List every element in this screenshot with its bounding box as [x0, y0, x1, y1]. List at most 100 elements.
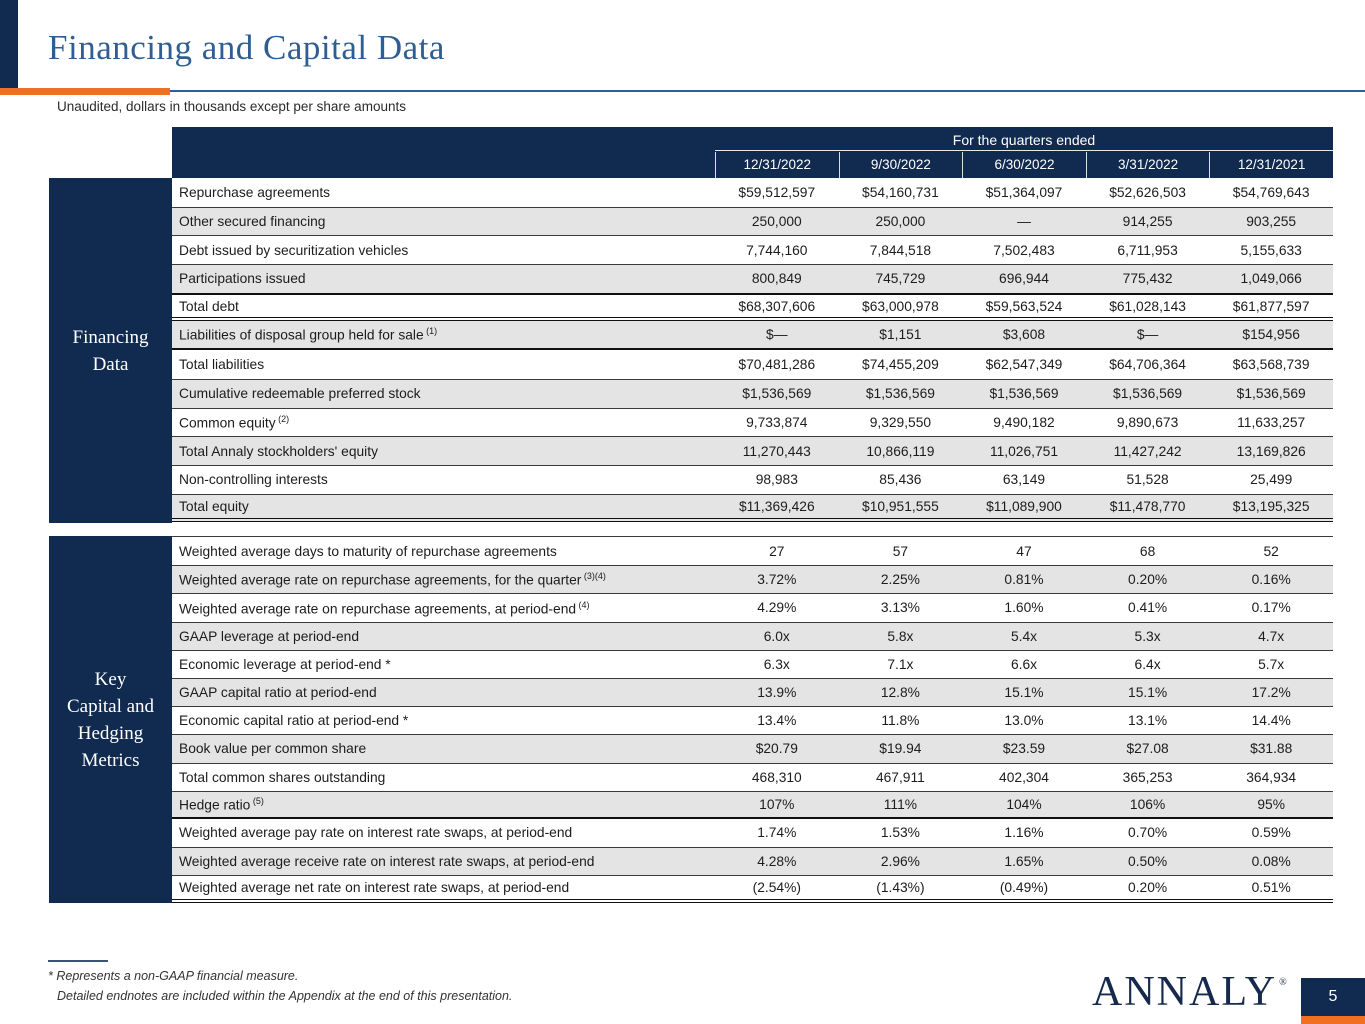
value-cell: $52,626,503 — [1109, 184, 1186, 200]
value-cell: 52 — [1263, 543, 1279, 559]
sidebar-label-line: Hedging — [77, 722, 144, 744]
row-label: Total common shares outstanding — [179, 769, 386, 785]
sidebar-label-line: Data — [92, 353, 129, 375]
value-cell: 365,253 — [1122, 769, 1173, 785]
footnote-ref: (3)(4) — [581, 571, 606, 582]
value-cell: 7,844,518 — [869, 242, 932, 258]
value-cell: 0.81% — [1004, 572, 1044, 588]
table-row: Weighted average days to maturity of rep… — [172, 537, 1333, 565]
value-cell: 1.74% — [757, 825, 797, 841]
sidebar-label: Key Capital and Hedging Metrics — [67, 666, 154, 774]
row-label: Economic capital ratio at period-end * — [179, 713, 409, 729]
value-cell: $— — [766, 327, 788, 343]
value-cell: 800,849 — [751, 271, 802, 287]
value-cell: $1,536,569 — [742, 386, 812, 402]
value-cell: $63,000,978 — [862, 298, 939, 314]
value-cell: $31.88 — [1250, 741, 1293, 757]
value-cell: $23.59 — [1002, 741, 1046, 757]
table-row: Common equity (2) 9,733,874 9,329,550 9,490… — [172, 407, 1333, 437]
value-cell: $13,195,325 — [1232, 498, 1310, 514]
value-cell: $20.79 — [755, 741, 798, 757]
value-cell: 57 — [892, 543, 909, 559]
value-cell: $11,478,770 — [1109, 498, 1186, 514]
value-cell: $11,369,426 — [738, 498, 815, 514]
row-label: Weighted average rate on repurchase agre… — [179, 599, 590, 617]
row-label: Weighted average days to maturity of rep… — [179, 543, 557, 559]
footnote-ref: (5) — [250, 795, 264, 806]
value-cell: 106% — [1129, 796, 1166, 812]
table-row: Cumulative redeemable preferred stock $1,… — [172, 378, 1333, 408]
row-label: Weighted average pay rate on interest ra… — [179, 825, 573, 841]
value-cell: 13.4% — [757, 713, 797, 729]
table-row: Weighted average pay rate on interest ra… — [172, 819, 1333, 847]
row-label: Hedge ratio (5) — [179, 795, 264, 813]
value-cell: 0.20% — [1128, 880, 1168, 896]
registered-mark-icon: ® — [1279, 977, 1289, 988]
table-row: Total equity $11,369,426 $10,951,555 $11,08… — [172, 493, 1333, 523]
value-cell: 3.72% — [757, 572, 797, 588]
value-cell: 468,310 — [751, 769, 802, 785]
value-cell: 13.1% — [1128, 713, 1168, 729]
table-row: Total liabilities $70,481,286 $74,455,209 $… — [172, 350, 1333, 379]
value-cell: $— — [1136, 327, 1159, 343]
row-label: GAAP capital ratio at period-end — [179, 685, 377, 701]
value-cell: $64,706,364 — [1109, 356, 1186, 372]
value-cell: 63,149 — [1002, 472, 1046, 488]
value-cell: 47 — [1016, 543, 1032, 559]
row-label: Book value per common share — [179, 741, 367, 757]
sidebar-key-capital-hedging-metrics: Key Capital and Hedging Metrics — [49, 536, 172, 903]
table-header: For the quarters ended 12/31/2022 9/30/20… — [172, 127, 1333, 178]
value-cell: 95% — [1257, 796, 1285, 812]
value-cell: $54,160,731 — [862, 184, 939, 200]
value-cell: $3,608 — [1002, 327, 1046, 343]
value-cell: 0.51% — [1251, 880, 1291, 896]
value-cell: $61,028,143 — [1109, 298, 1186, 314]
value-cell: (0.49%) — [999, 880, 1049, 896]
row-label: Weighted average net rate on interest ra… — [179, 880, 570, 896]
row-label: Other secured financing — [179, 214, 326, 230]
value-cell: 5.7x — [1258, 656, 1285, 672]
column-header-date: 12/31/2021 — [1209, 152, 1333, 178]
value-cell: $1,536,569 — [989, 386, 1059, 402]
table-row: Total debt $68,307,606 $63,000,978 $59,563,… — [172, 292, 1333, 322]
value-cell: $59,512,597 — [738, 184, 816, 200]
table-row: Participations issued 800,849 745,729 696,9… — [172, 264, 1333, 293]
row-label: Total liabilities — [179, 356, 265, 372]
value-cell: 1.65% — [1004, 854, 1044, 870]
value-cell: 6.0x — [763, 628, 790, 644]
value-cell: $1,536,569 — [1113, 386, 1183, 402]
slide-subtitle: Unaudited, dollars in thousands except p… — [57, 99, 406, 114]
value-cell: 104% — [1006, 796, 1042, 812]
value-cell: 0.08% — [1251, 854, 1291, 870]
value-cell: 13.9% — [757, 685, 797, 701]
value-cell: $74,455,209 — [862, 356, 939, 372]
table-row: Weighted average rate on repurchase agre… — [172, 565, 1333, 594]
value-cell: 4.28% — [757, 854, 797, 870]
value-cell: 1.53% — [880, 825, 920, 841]
value-cell: 15.1% — [1004, 685, 1044, 701]
column-header-date: 3/31/2022 — [1085, 152, 1210, 178]
value-cell: 2.25% — [880, 572, 920, 588]
footnote-ref: (4) — [576, 599, 590, 610]
value-cell: 11.8% — [881, 713, 920, 729]
value-cell: 12.8% — [880, 685, 920, 701]
value-cell: 15.1% — [1128, 685, 1168, 701]
value-cell: $27.08 — [1126, 741, 1169, 757]
row-label: Total equity — [179, 498, 249, 514]
value-cell: 6,711,953 — [1117, 242, 1178, 258]
value-cell: 914,255 — [1122, 214, 1173, 230]
value-cell: $1,536,569 — [865, 386, 935, 402]
value-cell: 11,427,242 — [1113, 443, 1182, 459]
value-cell: 402,304 — [999, 769, 1049, 785]
table-row: Liabilities of disposal group held for s… — [172, 321, 1333, 351]
page-title: Financing and Capital Data — [48, 28, 445, 67]
table-row: Repurchase agreements $59,512,597 $54,160,… — [172, 178, 1333, 207]
table-row: Non-controlling interests 98,983 85,436 63,… — [172, 464, 1333, 494]
table-row: Weighted average net rate on interest ra… — [172, 875, 1333, 904]
value-cell: 9,329,550 — [869, 414, 932, 430]
table-row: Weighted average receive rate on interes… — [172, 847, 1333, 876]
footnote-ref: (1) — [423, 326, 438, 337]
value-cell: 3.13% — [880, 600, 920, 616]
value-cell: 5.3x — [1134, 628, 1161, 644]
